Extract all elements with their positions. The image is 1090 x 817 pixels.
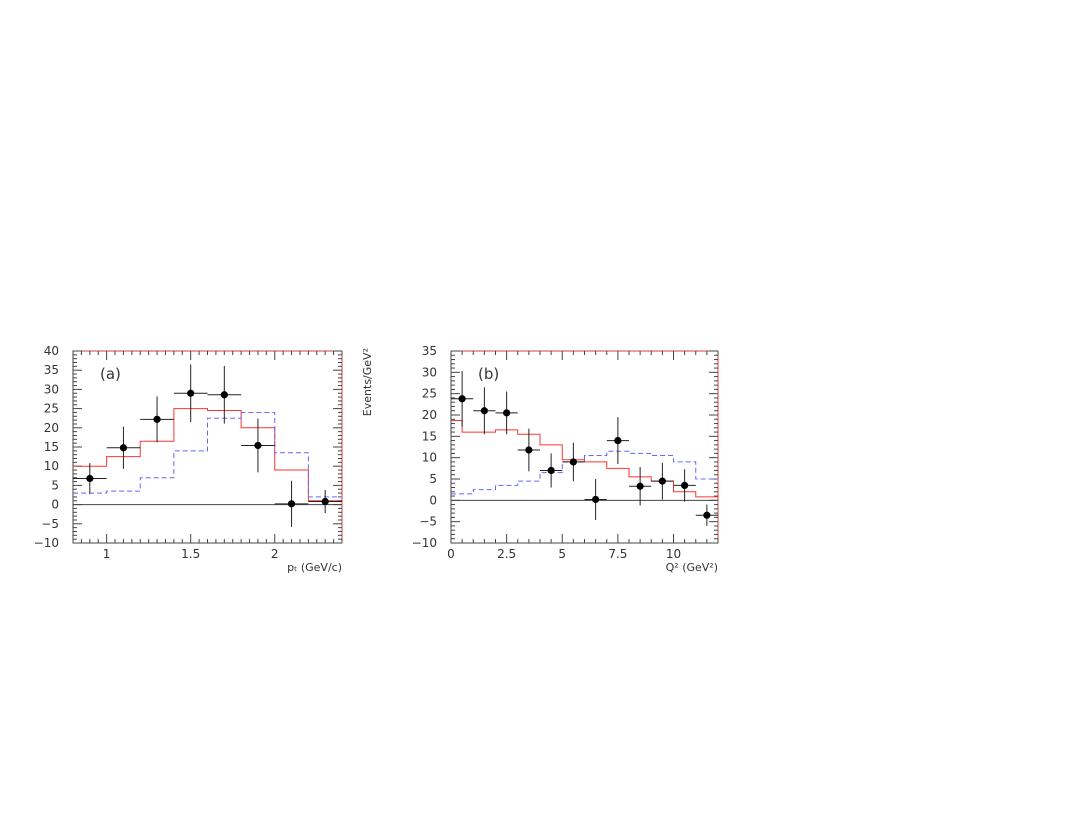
data-point	[86, 474, 94, 483]
panel-label: (a)	[100, 365, 121, 383]
x-tick-label: 10	[666, 547, 681, 561]
histogram-dashed-blue	[73, 411, 342, 498]
y-tick-label: 10	[44, 459, 59, 473]
data-point	[287, 500, 296, 508]
x-tick-label: 5	[558, 547, 566, 561]
data-point	[187, 389, 195, 397]
data-point	[703, 511, 711, 519]
panel-a: −10 −5 0 5 10 15 20 25 30 35 40 1 1.5 2 pₜ (GeV/c) (a)	[34, 344, 343, 574]
data-point	[658, 477, 666, 485]
data-point	[569, 458, 577, 466]
data-point	[614, 437, 622, 445]
data-point	[636, 482, 644, 490]
data-point	[220, 391, 228, 399]
y-tick-label: −10	[34, 536, 59, 550]
data-point	[458, 395, 466, 403]
y-tick-label: 35	[44, 363, 59, 377]
y-tick-label: 15	[44, 440, 59, 454]
data-point	[592, 495, 600, 504]
y-tick-label: 0	[51, 498, 59, 512]
x-tick-label: 1	[103, 547, 111, 561]
y-tick-label: 5	[51, 478, 59, 492]
y-tick-label: 25	[44, 402, 59, 416]
y-tick-label: 20	[44, 421, 59, 435]
y-tick-label: 20	[422, 408, 437, 422]
x-tick-label: 2	[271, 547, 279, 561]
x-axis-title: Q² (GeV²)	[666, 561, 718, 574]
data-point	[321, 497, 329, 506]
histogram-dashed-blue	[451, 450, 718, 495]
x-tick-label: 2.5	[497, 547, 516, 561]
histogram-solid-red	[73, 408, 342, 502]
y-tick-label: 5	[429, 472, 437, 486]
y-tick-label: 30	[422, 365, 437, 379]
data-point	[547, 466, 555, 475]
data-point	[119, 444, 128, 452]
data-point	[254, 441, 262, 450]
x-tick-label: 0	[447, 547, 455, 561]
data-point	[525, 446, 533, 454]
y-tick-label: 0	[429, 493, 437, 507]
y-tick-label: 35	[422, 344, 437, 358]
y-tick-label: −5	[419, 515, 437, 529]
x-tick-label: 7.5	[608, 547, 627, 561]
panel-label: (b)	[478, 365, 499, 383]
y-tick-label: 30	[44, 382, 59, 396]
y-tick-label: 10	[422, 451, 437, 465]
data-point	[480, 407, 488, 415]
data-point	[503, 409, 511, 417]
y-tick-label: 15	[422, 429, 437, 443]
y-tick-label: 25	[422, 387, 437, 401]
x-axis-title: pₜ (GeV/c)	[287, 561, 342, 574]
y-tick-label: −5	[41, 517, 59, 531]
y-axis-title: Events/GeV²	[361, 348, 374, 416]
y-tick-label: 40	[44, 344, 59, 358]
data-point	[681, 481, 689, 489]
data-point	[153, 415, 161, 423]
y-tick-label: −10	[412, 536, 437, 550]
x-tick-label: 1.5	[181, 547, 200, 561]
